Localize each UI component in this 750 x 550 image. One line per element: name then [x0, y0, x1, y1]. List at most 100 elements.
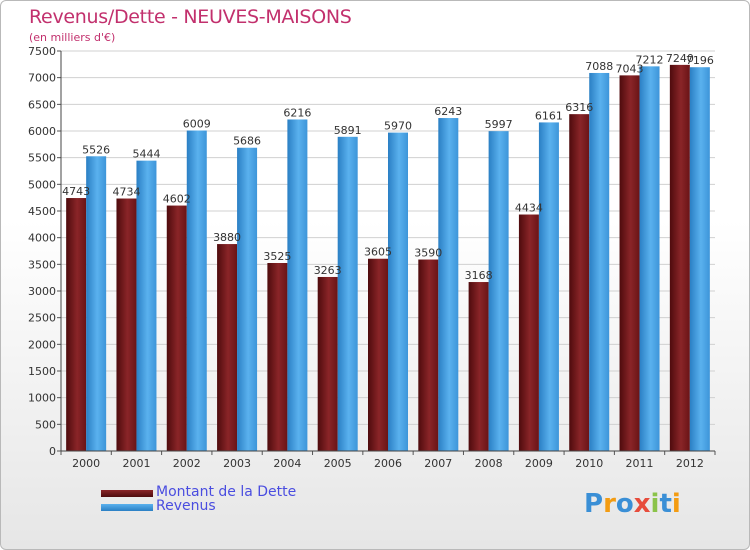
y-tick-label: 500 [35, 418, 56, 431]
chart-subtitle: (en milliers d'€) [29, 31, 116, 44]
revenue-bar [538, 122, 559, 451]
x-tick-label: 2008 [475, 457, 503, 470]
debt-bar [166, 205, 187, 451]
logo-letter: P [584, 489, 604, 519]
debt-bar [267, 263, 288, 451]
x-tick-label: 2012 [676, 457, 704, 470]
debt-bar [317, 276, 338, 451]
debt-value-label: 7240 [666, 52, 694, 65]
x-tick-label: 2007 [424, 457, 452, 470]
revenue-bar [287, 119, 308, 451]
debt-bar [66, 198, 87, 451]
debt-bar [368, 258, 388, 451]
debt-value-label: 7043 [616, 62, 644, 75]
revenue-value-label: 5444 [132, 148, 160, 161]
revenue-bar [589, 72, 610, 452]
revenue-value-label: 6009 [183, 118, 211, 131]
bars [66, 64, 710, 452]
logo-letter: o [615, 489, 634, 519]
debt-value-label: 4743 [62, 185, 90, 198]
revenue-value-label: 7212 [636, 53, 664, 66]
y-tick-label: 3000 [28, 285, 56, 298]
y-tick-label: 2500 [28, 312, 56, 325]
y-tick-label: 3500 [28, 258, 56, 271]
x-tick-label: 2000 [72, 457, 100, 470]
y-tick-label: 1000 [28, 392, 56, 405]
debt-value-label: 3263 [314, 264, 342, 277]
debt-value-label: 3880 [213, 231, 241, 244]
proxiti-logo: Proxiti [584, 489, 681, 519]
revenue-value-label: 7088 [585, 60, 613, 73]
debt-value-label: 4602 [163, 193, 191, 206]
debt-bar [217, 244, 238, 451]
debt-bar [418, 259, 439, 451]
x-tick-label: 2011 [626, 457, 654, 470]
y-tick-label: 7500 [28, 45, 56, 58]
revenue-bar [488, 131, 509, 451]
revenue-value-label: 6243 [434, 105, 462, 118]
x-tick-label: 2010 [575, 457, 603, 470]
legend-swatch-revenue [101, 504, 153, 511]
revenue-value-label: 7196 [686, 54, 714, 67]
logo-letter: t [659, 489, 672, 519]
x-tick-label: 2002 [173, 457, 201, 470]
x-tick-label: 2003 [223, 457, 251, 470]
y-tick-label: 1500 [28, 365, 56, 378]
debt-value-label: 3525 [263, 250, 291, 263]
revenue-bar [639, 66, 660, 452]
debt-bar [468, 282, 489, 451]
y-tick-label: 4000 [28, 232, 56, 245]
revenue-value-label: 5526 [82, 143, 110, 156]
y-tick-label: 5500 [28, 152, 56, 165]
debt-bar [116, 198, 137, 451]
logo-letter: r [603, 489, 616, 519]
logo-letter: i [671, 489, 681, 519]
y-tick-label: 4500 [28, 205, 56, 218]
revenue-bar [388, 132, 408, 451]
revenue-bar [337, 136, 358, 451]
logo-letter: x [633, 489, 651, 519]
debt-value-label: 6316 [565, 101, 593, 114]
debt-value-label: 4734 [112, 186, 140, 199]
debt-value-label: 3605 [364, 246, 392, 259]
revenue-value-label: 5997 [485, 118, 513, 131]
y-tick-label: 6000 [28, 125, 56, 138]
debt-bar [619, 75, 640, 451]
debt-bar [569, 114, 590, 451]
legend-label-debt: Montant de la Dette [156, 484, 297, 500]
debt-value-label: 4434 [515, 202, 543, 215]
y-tick-label: 6500 [28, 98, 56, 111]
x-tick-label: 2005 [324, 457, 352, 470]
x-tick-label: 2001 [122, 457, 150, 470]
value-labels: 4743 5526 4734 5444 4602 6009 3880 5686 3525 6216… [62, 52, 714, 282]
revenue-bar [237, 147, 258, 451]
legend-swatch-debt [101, 490, 153, 497]
y-tick-label: 0 [49, 445, 56, 458]
y-tick-label: 7000 [28, 72, 56, 85]
revenue-value-label: 6161 [535, 109, 563, 122]
revenue-bar [186, 130, 207, 451]
x-tick-label: 2004 [273, 457, 301, 470]
chart-title: Revenus/Dette - NEUVES-MAISONS [29, 6, 352, 28]
debt-value-label: 3590 [414, 247, 442, 260]
logo-letter: i [650, 489, 660, 519]
revenue-value-label: 5891 [334, 124, 362, 137]
revenue-bar [438, 118, 459, 451]
x-tick-label: 2006 [374, 457, 402, 470]
revenue-bar [136, 160, 157, 452]
revenue-value-label: 6216 [283, 106, 311, 119]
y-tick-label: 2000 [28, 338, 56, 351]
revenue-value-label: 5686 [233, 135, 261, 148]
axes: 0 500 1000 1500 2000 2500 3000 3500 4000 4500 5000… [28, 45, 716, 470]
y-tick-label: 5000 [28, 178, 56, 191]
legend-label-revenue: Revenus [156, 498, 216, 514]
revenue-bar [86, 156, 107, 451]
revenue-value-label: 5970 [384, 120, 412, 133]
revenue-bar [689, 67, 710, 452]
debt-bar [669, 64, 690, 451]
debt-bar [518, 214, 539, 451]
debt-value-label: 3168 [465, 269, 493, 282]
x-tick-label: 2009 [525, 457, 553, 470]
